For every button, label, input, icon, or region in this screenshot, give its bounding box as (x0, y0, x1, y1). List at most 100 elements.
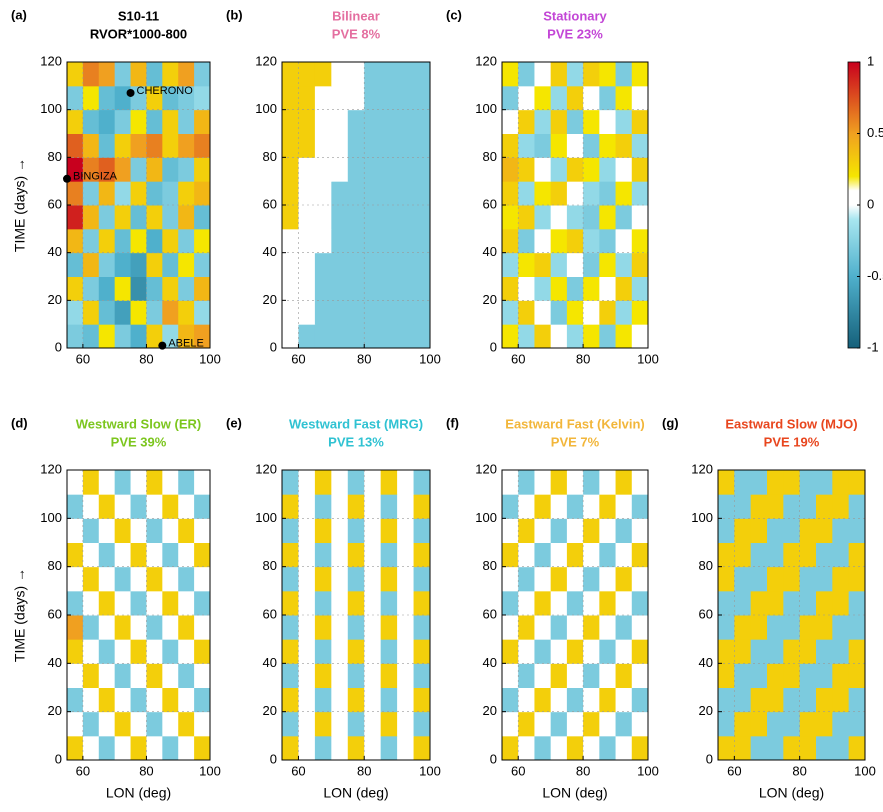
heat-cell (82, 735, 100, 761)
heat-cell (347, 181, 365, 206)
heat-cell (162, 228, 179, 254)
y-tick-label: 100 (475, 510, 497, 525)
heat-cell (799, 687, 817, 713)
heat-cell (282, 252, 299, 277)
heat-cell (347, 300, 365, 325)
heat-cell (146, 252, 163, 277)
heat-cell (331, 62, 349, 87)
y-tick-label: 80 (48, 149, 62, 164)
heat-cell (347, 205, 365, 230)
heat-cell (397, 494, 415, 519)
heat-cell (599, 205, 617, 230)
heat-cell (130, 205, 147, 230)
heat-cell (518, 276, 535, 301)
heat-cell (194, 62, 211, 87)
heat-cell (583, 639, 600, 664)
heat-cell (98, 181, 116, 206)
y-tick-label: 120 (40, 53, 62, 68)
heat-cell (534, 590, 552, 616)
heat-cell (178, 518, 195, 543)
heat-cell (832, 615, 850, 640)
heat-cell (615, 518, 633, 543)
heat-cell (114, 300, 132, 325)
heat-cell (534, 687, 552, 713)
heat-cell (130, 324, 147, 349)
heat-cell (162, 566, 179, 592)
heat-cell (298, 663, 316, 688)
heat-cell (67, 181, 84, 206)
y-tick-label: 0 (270, 339, 277, 354)
heat-cell (178, 252, 195, 277)
heat-cell (599, 590, 617, 616)
heat-cell (146, 157, 163, 182)
heat-cell (364, 181, 382, 206)
heat-cell (162, 494, 179, 519)
heat-cell (67, 615, 84, 640)
heat-cell (82, 470, 100, 495)
heat-cell (98, 566, 116, 592)
heat-cell (583, 109, 600, 134)
heat-cell (550, 518, 568, 543)
heat-cell (82, 639, 100, 664)
heat-cell (767, 518, 784, 543)
heat-cell (162, 470, 179, 495)
heat-cell (130, 687, 147, 713)
y-tick-label: 100 (40, 510, 62, 525)
heat-cell (631, 687, 649, 713)
heat-cell (298, 324, 316, 349)
heat-cell (718, 518, 735, 543)
heat-cell (566, 494, 584, 519)
heat-cell (550, 62, 568, 87)
heat-cell (298, 300, 316, 325)
heat-cell (314, 470, 332, 495)
heat-cell (718, 494, 735, 519)
heat-cell (67, 228, 84, 254)
heat-cell (502, 205, 519, 230)
heat-cell (502, 470, 519, 495)
heat-cell (98, 470, 116, 495)
heat-cell (67, 663, 84, 688)
heat-cell (347, 735, 365, 761)
heat-cell (98, 133, 116, 158)
heat-cell (631, 663, 649, 688)
heat-cell (566, 228, 584, 254)
y-tick-label: 0 (490, 751, 497, 766)
heat-cell (98, 663, 116, 688)
heat-cell (98, 62, 116, 87)
heat-cell (767, 639, 784, 664)
heat-cell (502, 542, 519, 568)
y-tick-label: 60 (483, 196, 497, 211)
heat-cell (566, 85, 584, 111)
heat-cell (314, 276, 332, 301)
heat-cell (364, 566, 382, 592)
heat-cell (848, 639, 866, 664)
heat-cell (832, 566, 850, 592)
heat-cell (347, 590, 365, 616)
heat-cell (767, 687, 784, 713)
heat-cell (380, 300, 398, 325)
heat-cell (413, 157, 431, 182)
heat-cell (534, 109, 552, 134)
heat-cell (848, 590, 866, 616)
panel-title: Bilinear (332, 8, 380, 23)
heat-cell (98, 494, 116, 519)
heat-cell (82, 252, 100, 277)
heat-cell (631, 181, 649, 206)
heat-cell (615, 687, 633, 713)
y-tick-label: 60 (699, 606, 713, 621)
heat-cell (347, 711, 365, 737)
heat-cell (550, 735, 568, 761)
heat-cell (750, 687, 768, 713)
heat-cell (799, 566, 817, 592)
heat-cell (848, 615, 866, 640)
heat-cell (550, 324, 568, 349)
heat-cell (114, 205, 132, 230)
heat-cell (282, 590, 299, 616)
heat-cell (380, 470, 398, 495)
heat-cell (502, 566, 519, 592)
heat-cell (162, 109, 179, 134)
heat-cell (750, 711, 768, 737)
y-tick-label: 20 (263, 292, 277, 307)
heat-cell (347, 252, 365, 277)
heat-cell (718, 711, 735, 737)
